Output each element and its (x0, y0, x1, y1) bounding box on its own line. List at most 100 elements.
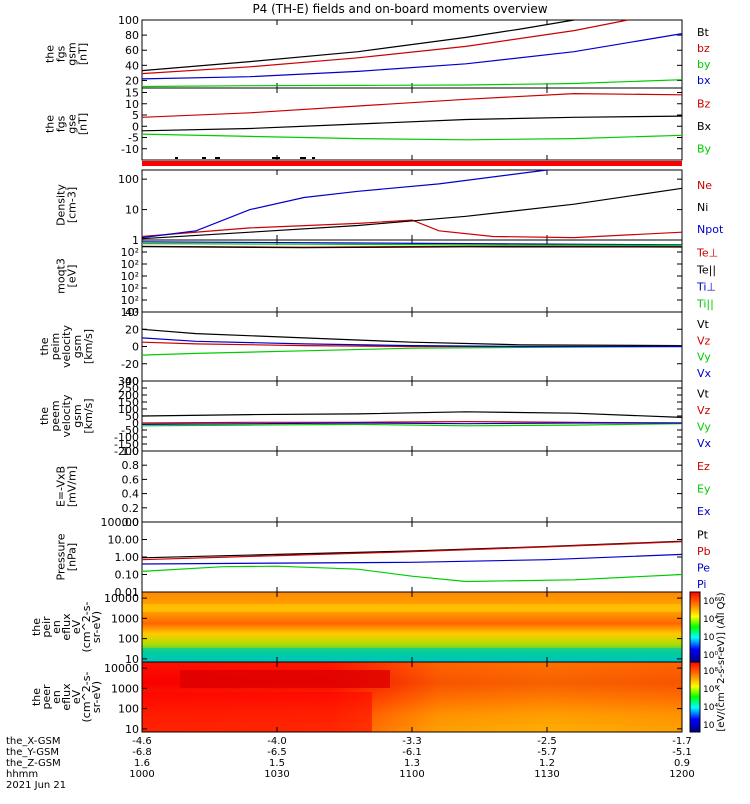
panel-frame-the_peem_velocity_gsm (142, 381, 682, 451)
mode-marker-4 (300, 157, 306, 159)
ylabel-density-1: [cm-3] (66, 187, 79, 223)
bottom-t-1: 1030 (264, 769, 289, 780)
legend-the_fgs_gsm-3: bx (697, 74, 711, 87)
ytick-label-the_peir_en_eflux-0: 10000 (104, 592, 139, 605)
mode-marker-3 (272, 157, 280, 159)
ytick-label-pressure-1: 10.00 (108, 534, 140, 547)
ytick-label-the_peir_en_eflux-2: 100 (118, 633, 139, 646)
series-pressure-Pi (142, 566, 682, 581)
ylabel-the_fgs_gsm-3: [nT] (77, 43, 90, 65)
legend-pressure-1: Pb (697, 545, 711, 558)
bottom-z-0: 1.6 (134, 758, 150, 769)
bottom-z-3: 1.2 (539, 758, 555, 769)
series-the_peim_velocity_gsm-Vt (142, 329, 682, 345)
legend-the_peim_velocity_gsm-2: Vy (697, 351, 711, 364)
series-the_peem_velocity_gsm-Vt (142, 412, 682, 418)
series-the_fgs_gsm-bz (142, 20, 628, 74)
series-the_fgs_gse-By (142, 134, 682, 140)
ytick-label-pressure-3: 0.10 (115, 569, 140, 582)
ytick-label-density-1: 10 (125, 204, 139, 217)
figure-title: P4 (TH-E) fields and on-board moments ov… (252, 2, 547, 16)
bottom-t-2: 1100 (399, 769, 424, 780)
series-the_fgs_gsm-Bt (142, 20, 574, 71)
colorbar-tick-the_peer_en_eflux-3: 10⁲ (703, 721, 715, 731)
ytick-label-the_peim_velocity_gsm-0: 40 (125, 306, 139, 319)
legend-the_peem_velocity_gsm-2: Vy (697, 420, 711, 433)
series-moqt3-Te|| (142, 247, 682, 248)
bottom-x-1: -4.0 (267, 736, 287, 747)
ytick-label-the_peim_velocity_gsm-2: 0 (132, 341, 139, 354)
legend-pressure-2: Pe (697, 561, 710, 574)
ytick-label-the_fgs_gsm-2: 60 (125, 44, 139, 57)
ytick-label-the_peim_velocity_gsm-3: -20 (121, 358, 139, 371)
legend-moqt3-1: Te|| (696, 264, 716, 277)
bottom-z-4: 0.9 (674, 758, 690, 769)
bottom-z-1: 1.5 (269, 758, 285, 769)
legend-the_fgs_gsm-0: Bt (697, 26, 710, 39)
bottom-row-label-1: the_Y-GSM (6, 747, 59, 758)
series-density-Ne (142, 220, 682, 238)
legend-the_fgs_gse-2: By (697, 143, 712, 156)
legend-the_fgs_gsm-2: by (697, 58, 711, 71)
ytick-label-efield-0: 1.0 (122, 445, 140, 458)
ylabel-moqt3-1: [eV] (66, 265, 79, 288)
ytick-label-the_fgs_gsm-1: 80 (125, 29, 139, 42)
ytick-label-pressure-2: 1.00 (115, 551, 140, 564)
legend-the_peem_velocity_gsm-0: Vt (697, 387, 710, 400)
series-density-Npot (142, 170, 547, 238)
legend-the_peim_velocity_gsm-0: Vt (697, 318, 710, 331)
bottom-y-4: -5.1 (672, 747, 692, 758)
ylabel-the_peir_en_eflux-6: sr-eV) (90, 611, 103, 643)
series-the_fgs_gse-Bx (142, 116, 682, 131)
legend-density-1: Ni (697, 201, 708, 214)
bottom-x-4: -1.7 (672, 736, 692, 747)
bottom-y-0: -6.8 (132, 747, 152, 758)
mode-bar (142, 161, 682, 166)
bottom-row-label-2: the_Z-GSM (6, 758, 61, 769)
ytick-label-the_fgs_gsm-3: 40 (125, 59, 139, 72)
ytick-label-the_fgs_gsm-0: 100 (118, 14, 139, 27)
ylabel-the_peer_en_eflux-6: sr-eV) (90, 681, 103, 713)
panel-frame-moqt3 (142, 240, 682, 312)
mode-marker-1 (202, 157, 206, 159)
ytick-label-efield-4: 0.2 (122, 502, 140, 515)
ylabel-the_fgs_gse-3: [nT] (77, 113, 90, 135)
ytick-label-density-0: 100 (118, 173, 139, 186)
mode-marker-5 (312, 157, 315, 159)
legend-density-0: Ne (697, 179, 712, 192)
colorbar-the_peer_en_eflux (690, 662, 700, 732)
bottom-x-0: -4.6 (132, 736, 152, 747)
legend-the_peem_velocity_gsm-1: Vz (697, 404, 711, 417)
bottom-x-2: -3.3 (402, 736, 422, 747)
ylabel-the_peem_velocity_gsm-4: [km/s] (82, 398, 95, 433)
colorbar-tick-the_peir_en_eflux-2: 10⁲ (703, 633, 715, 643)
peer-hotspot (180, 670, 390, 688)
legend-the_fgs_gsm-1: bz (697, 42, 710, 55)
legend-the_fgs_gse-1: Bx (697, 120, 712, 133)
legend-moqt3-2: Ti⊥ (696, 281, 716, 294)
peir-band (142, 604, 682, 612)
legend-pressure-0: Pt (697, 528, 709, 541)
ylabel-pressure-1: [nPa] (66, 543, 79, 571)
legend-the_fgs_gse-0: Bz (697, 97, 711, 110)
series-pressure-Pt (142, 541, 682, 558)
ytick-label-the_peim_velocity_gsm-1: 20 (125, 323, 139, 336)
series-the_peim_velocity_gsm-Vy (142, 347, 682, 356)
ytick-label-the_peer_en_eflux-3: 10 (125, 723, 139, 736)
bottom-row-label-0: the_X-GSM (6, 736, 60, 747)
panel-frame-efield (142, 451, 682, 522)
bottom-y-1: -6.5 (267, 747, 287, 758)
legend-density-2: Npot (697, 223, 724, 236)
ytick-label-efield-1: 0.8 (122, 459, 140, 472)
bottom-t-4: 1200 (669, 769, 694, 780)
legend-the_peim_velocity_gsm-1: Vz (697, 334, 711, 347)
series-the_fgs_gse-Bz (142, 94, 682, 118)
bottom-y-3: -5.7 (537, 747, 557, 758)
legend-the_peim_velocity_gsm-3: Vx (697, 367, 712, 380)
ytick-label-the_peer_en_eflux-0: 10000 (104, 662, 139, 675)
ytick-label-the_fgs_gse-5: -10 (121, 143, 139, 156)
series-density-Ni (142, 188, 682, 238)
mode-marker-2 (215, 157, 220, 159)
